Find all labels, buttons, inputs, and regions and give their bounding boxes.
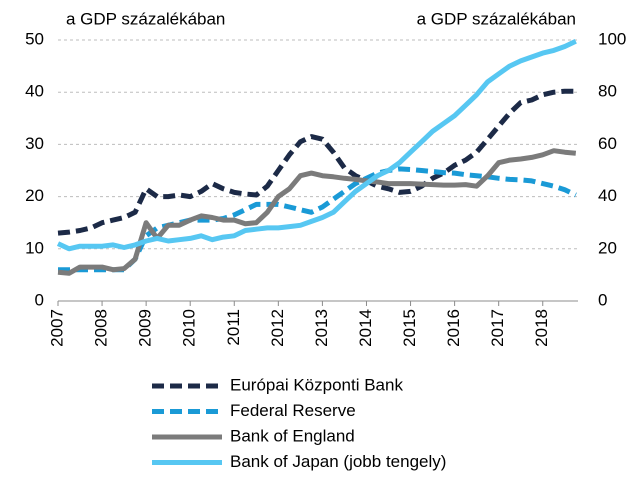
series-line	[56, 39, 577, 252]
x-tick-label: 2008	[92, 309, 111, 347]
y-tick-label: 0	[35, 290, 44, 309]
x-tick-label: 2013	[312, 309, 331, 347]
legend-label: Bank of Japan (jobb tengely)	[230, 452, 446, 471]
y-tick-label: 40	[25, 82, 44, 101]
series-line	[57, 88, 576, 236]
y2-tick-label: 100	[598, 29, 626, 48]
y2-tick-label: 0	[598, 290, 607, 309]
y2-axis-label: a GDP százalékában	[417, 9, 576, 28]
x-tick-label: 2011	[224, 309, 243, 346]
y-tick-label: 20	[25, 186, 44, 205]
x-tick-label: 2007	[47, 309, 66, 347]
x-tick-label: 2015	[400, 309, 419, 347]
x-tick-label: 2009	[136, 309, 155, 347]
y-tick-label: 50	[25, 29, 44, 48]
x-tick-label: 2010	[180, 309, 199, 347]
y-tick-label: 10	[25, 238, 44, 257]
series-line	[57, 148, 577, 276]
x-tick-label: 2012	[268, 309, 287, 347]
x-tick-label: 2018	[532, 309, 551, 347]
y-axis-label: a GDP százalékában	[66, 9, 225, 28]
y2-tick-label: 80	[598, 82, 617, 101]
y2-tick-label: 60	[598, 134, 617, 153]
legend-label: Bank of England	[230, 426, 355, 445]
y-tick-label: 30	[25, 134, 44, 153]
x-tick-label: 2014	[356, 309, 375, 347]
y2-tick-label: 20	[598, 238, 617, 257]
x-tick-label: 2016	[444, 309, 463, 347]
y2-tick-label: 40	[598, 186, 617, 205]
legend-label: Federal Reserve	[230, 401, 356, 420]
x-tick-label: 2017	[488, 309, 507, 347]
legend-label: Európai Központi Bank	[230, 375, 403, 394]
